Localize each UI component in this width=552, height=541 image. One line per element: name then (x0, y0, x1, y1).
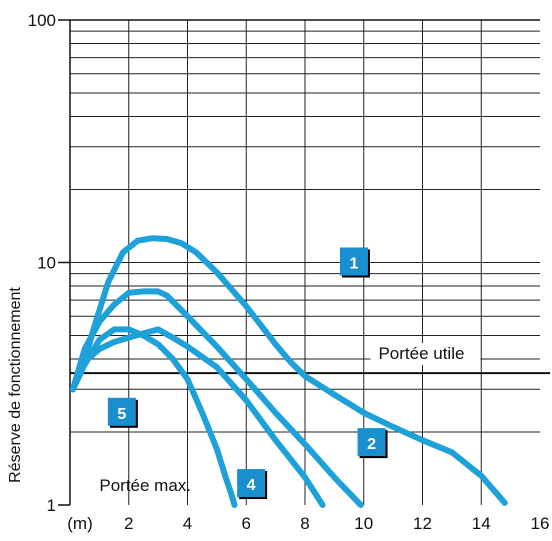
annotation-portee-utile: Portée utile (378, 344, 464, 363)
x-tick-label: 8 (300, 514, 309, 533)
axes-frame (58, 19, 550, 506)
series-badge-1: 1 (339, 247, 370, 278)
series-line-2 (69, 288, 364, 508)
x-tick-label: 16 (531, 514, 550, 533)
series-line-4 (69, 326, 238, 508)
series-group (69, 235, 508, 508)
x-tick-label: 2 (124, 514, 133, 533)
grid (70, 20, 540, 505)
series-badge-5: 5 (107, 397, 138, 428)
y-tick-label: 100 (28, 11, 56, 30)
x-unit-label: (m) (67, 514, 92, 533)
series-badge-2: 2 (357, 428, 388, 459)
series-badge-4: 4 (237, 469, 268, 500)
x-tick-label: 6 (242, 514, 251, 533)
x-tick-label: 14 (472, 514, 491, 533)
badge-box (107, 397, 136, 426)
badge-box (339, 247, 368, 276)
badge-box (237, 469, 266, 498)
y-tick-label: 10 (37, 254, 56, 273)
y-axis-title: Réserve de fonctionnement (7, 287, 24, 483)
series-line-3 (69, 326, 326, 508)
x-tick-label: 4 (183, 514, 192, 533)
badge-label: 4 (247, 477, 256, 494)
badge-label: 1 (349, 256, 358, 273)
series-line-1 (69, 235, 508, 506)
badge-box (357, 428, 386, 457)
labels-group: Réserve de fonctionnement (m) Portée uti… (7, 11, 549, 533)
x-tick-label: 12 (413, 514, 432, 533)
badge-label: 5 (117, 406, 126, 423)
x-tick-label: 10 (354, 514, 373, 533)
annotation-background (370, 343, 481, 366)
badges-group: 1 2 4 5 (107, 247, 388, 500)
badge-label: 2 (367, 436, 376, 453)
y-tick-label: 1 (47, 496, 56, 515)
annotation-portee-max: Portée max. (99, 476, 191, 495)
